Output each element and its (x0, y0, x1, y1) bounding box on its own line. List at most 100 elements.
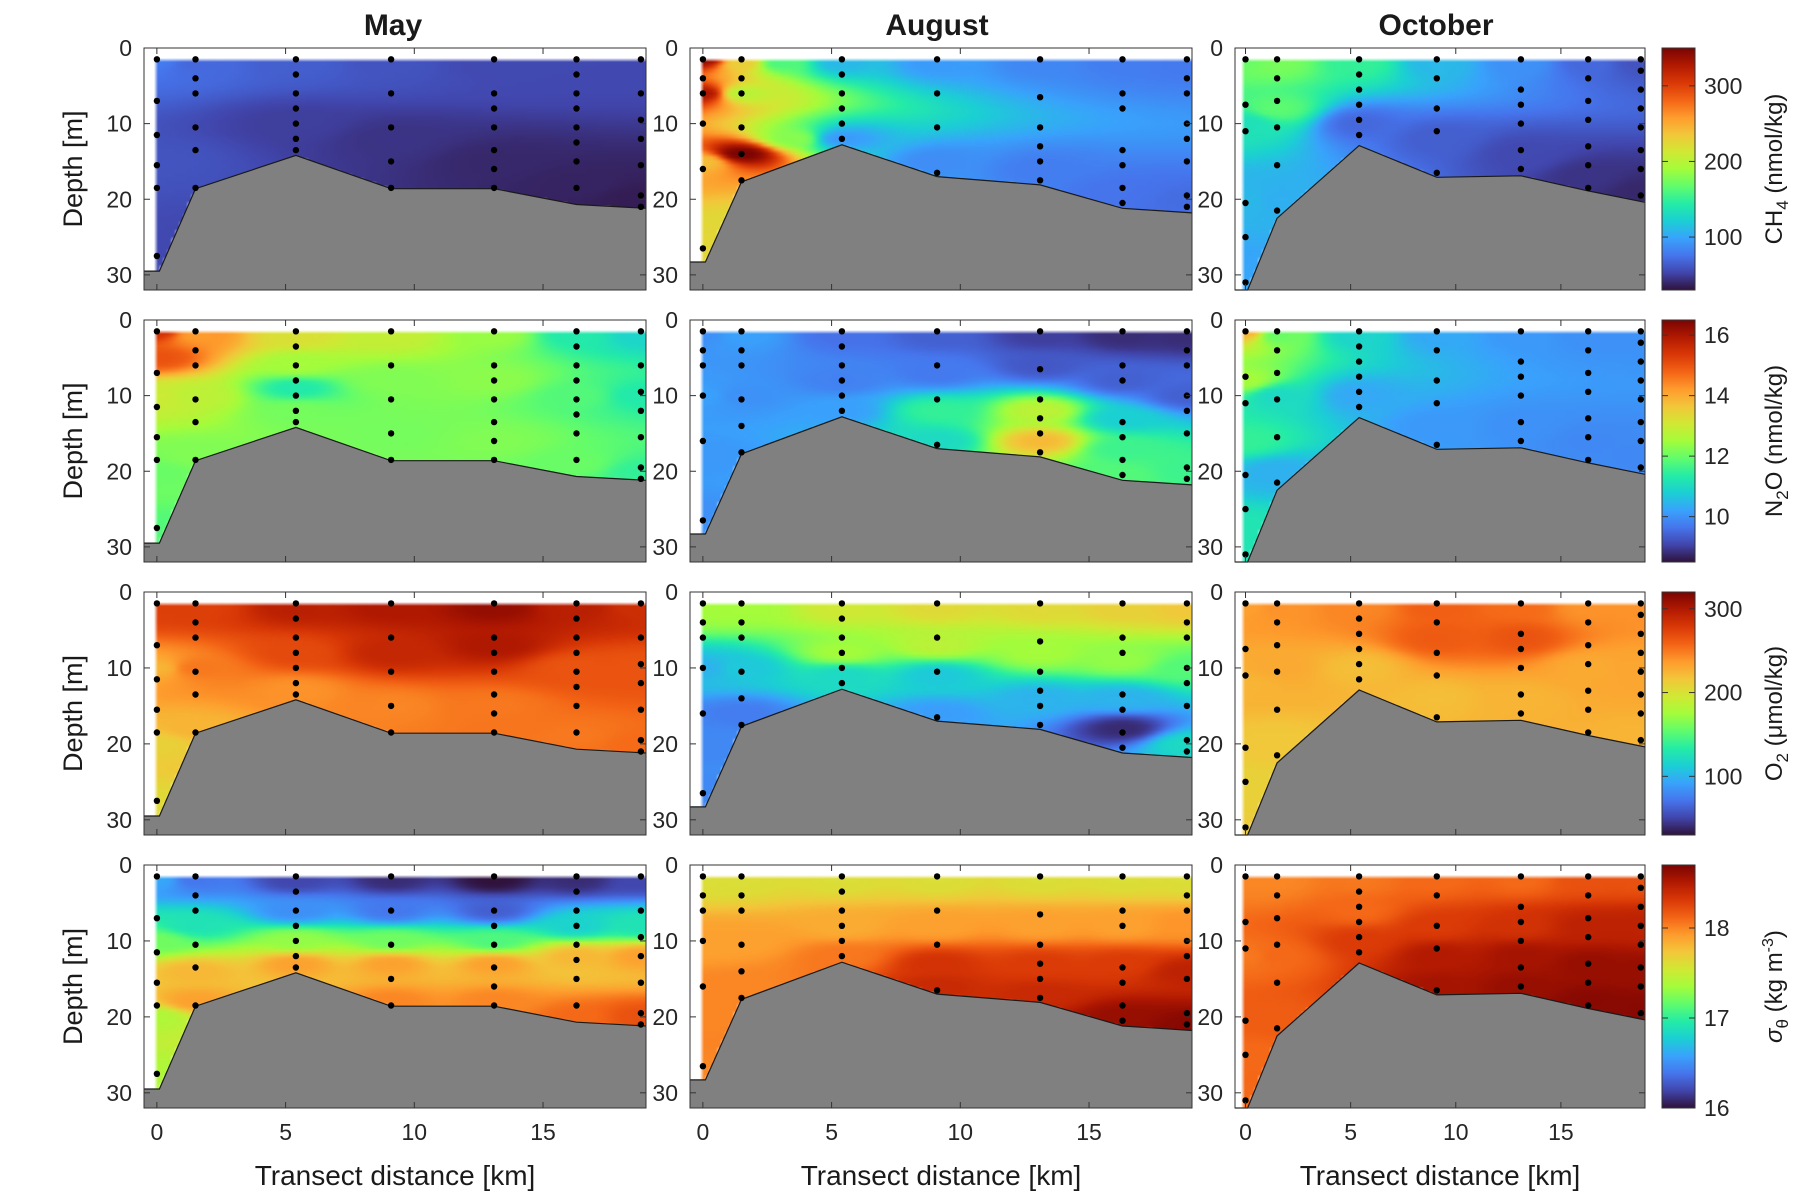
sample-point (1517, 418, 1525, 426)
sample-point (933, 396, 941, 403)
sample-point (1183, 736, 1191, 744)
sample-point (699, 710, 707, 717)
sample-point (699, 120, 707, 127)
sample-point (573, 941, 580, 948)
sample-point (637, 907, 645, 914)
sample-point (490, 146, 498, 154)
sample-point (192, 146, 199, 154)
bathymetry-outline (144, 154, 647, 272)
sample-point (573, 956, 580, 964)
sample-point (490, 124, 498, 131)
sample-point (699, 1063, 707, 1070)
y-tick-label: 10 (106, 111, 132, 137)
sample-point (1637, 358, 1645, 365)
sample-point (192, 56, 199, 63)
bathymetry (690, 144, 1192, 290)
sample-point (490, 729, 498, 736)
sample-point (1517, 120, 1525, 127)
sample-point (738, 90, 745, 97)
sample-point (699, 56, 707, 63)
sample-point (1119, 907, 1126, 914)
sample-point (1517, 437, 1525, 445)
colorbar-tick-label: 300 (1704, 596, 1742, 622)
sample-point (1242, 400, 1249, 407)
sample-point (1355, 328, 1363, 335)
sample-point (1517, 964, 1525, 971)
axes-frame (1234, 47, 1646, 291)
sample-point (933, 124, 941, 131)
sample-point (933, 668, 941, 675)
sample-point (1242, 328, 1249, 335)
sample-point (838, 615, 846, 622)
sample-point (1585, 729, 1592, 736)
sample-point (637, 90, 645, 97)
sample-point (1637, 339, 1645, 346)
sample-point (1637, 611, 1645, 618)
sample-point (1585, 642, 1592, 649)
sample-point (1036, 721, 1044, 729)
x-tick-label: 15 (1076, 1119, 1102, 1145)
sample-point (292, 135, 300, 142)
colorbar-n2o: 10 12 14 16 N2O (nmol/kg) (1661, 319, 1792, 563)
sample-point (637, 464, 645, 471)
sample-point (1355, 873, 1363, 880)
sample-point (192, 124, 199, 131)
sample-point (1637, 873, 1645, 880)
y-tick-label: 0 (665, 852, 678, 878)
sample-point (153, 162, 161, 169)
sample-point (192, 362, 199, 369)
panel-n2o-october: 0 10 20 30 (1197, 307, 1646, 563)
sample-point (153, 252, 161, 260)
sample-point (387, 456, 395, 464)
y-tick-label: 20 (1197, 186, 1223, 212)
sample-point (838, 922, 846, 929)
sample-point (1637, 146, 1645, 154)
y-tick-label: 10 (652, 383, 678, 409)
y-tick-label: 20 (106, 458, 132, 484)
sample-point (1036, 449, 1044, 456)
sample-point (1036, 873, 1044, 880)
panel-ch4-october: 0 10 20 30 (1197, 35, 1646, 291)
sample-point (1036, 702, 1044, 710)
sample-point (192, 75, 199, 82)
sample-point (1242, 1051, 1249, 1059)
sample-point (1242, 918, 1249, 926)
sample-point (637, 192, 645, 199)
sample-point (738, 968, 745, 975)
sample-point (387, 396, 395, 403)
y-tick-label: 10 (1197, 928, 1223, 954)
sample-point (1355, 676, 1363, 683)
sample-point (699, 165, 707, 173)
sample-point (1517, 630, 1525, 637)
y-tick-label: 10 (652, 928, 678, 954)
y-tick-label: 10 (1197, 383, 1223, 409)
bathymetry-outline (144, 972, 647, 1090)
y-tick-label: 0 (1210, 579, 1223, 605)
sample-point (573, 907, 580, 914)
sample-point (637, 748, 645, 755)
y-tick-label: 20 (106, 186, 132, 212)
sample-point (1242, 824, 1249, 831)
y-tick-label: 30 (106, 262, 132, 288)
sample-point (1585, 933, 1592, 941)
sample-point (738, 619, 745, 626)
sample-point (573, 615, 580, 622)
sample-point (933, 634, 941, 641)
sample-point (1183, 362, 1191, 369)
sample-point (1517, 983, 1525, 990)
x-axis-label: Transect distance [km] (1300, 1160, 1581, 1191)
sample-point (1183, 975, 1191, 983)
sample-point (490, 105, 498, 112)
panel-sigma-august: 0 10 20 30 0 5 10 15 Transect distance [km] (652, 852, 1193, 1191)
sample-point (1517, 328, 1525, 335)
sample-point (573, 343, 580, 350)
sample-point (1355, 903, 1363, 910)
sample-point (1637, 377, 1645, 384)
sample-point (838, 105, 846, 112)
sample-point (153, 184, 161, 192)
sample-point (1242, 551, 1249, 558)
sample-point (1119, 434, 1126, 441)
sample-point (292, 907, 300, 914)
sample-point (292, 964, 300, 971)
sample-point (387, 600, 395, 607)
